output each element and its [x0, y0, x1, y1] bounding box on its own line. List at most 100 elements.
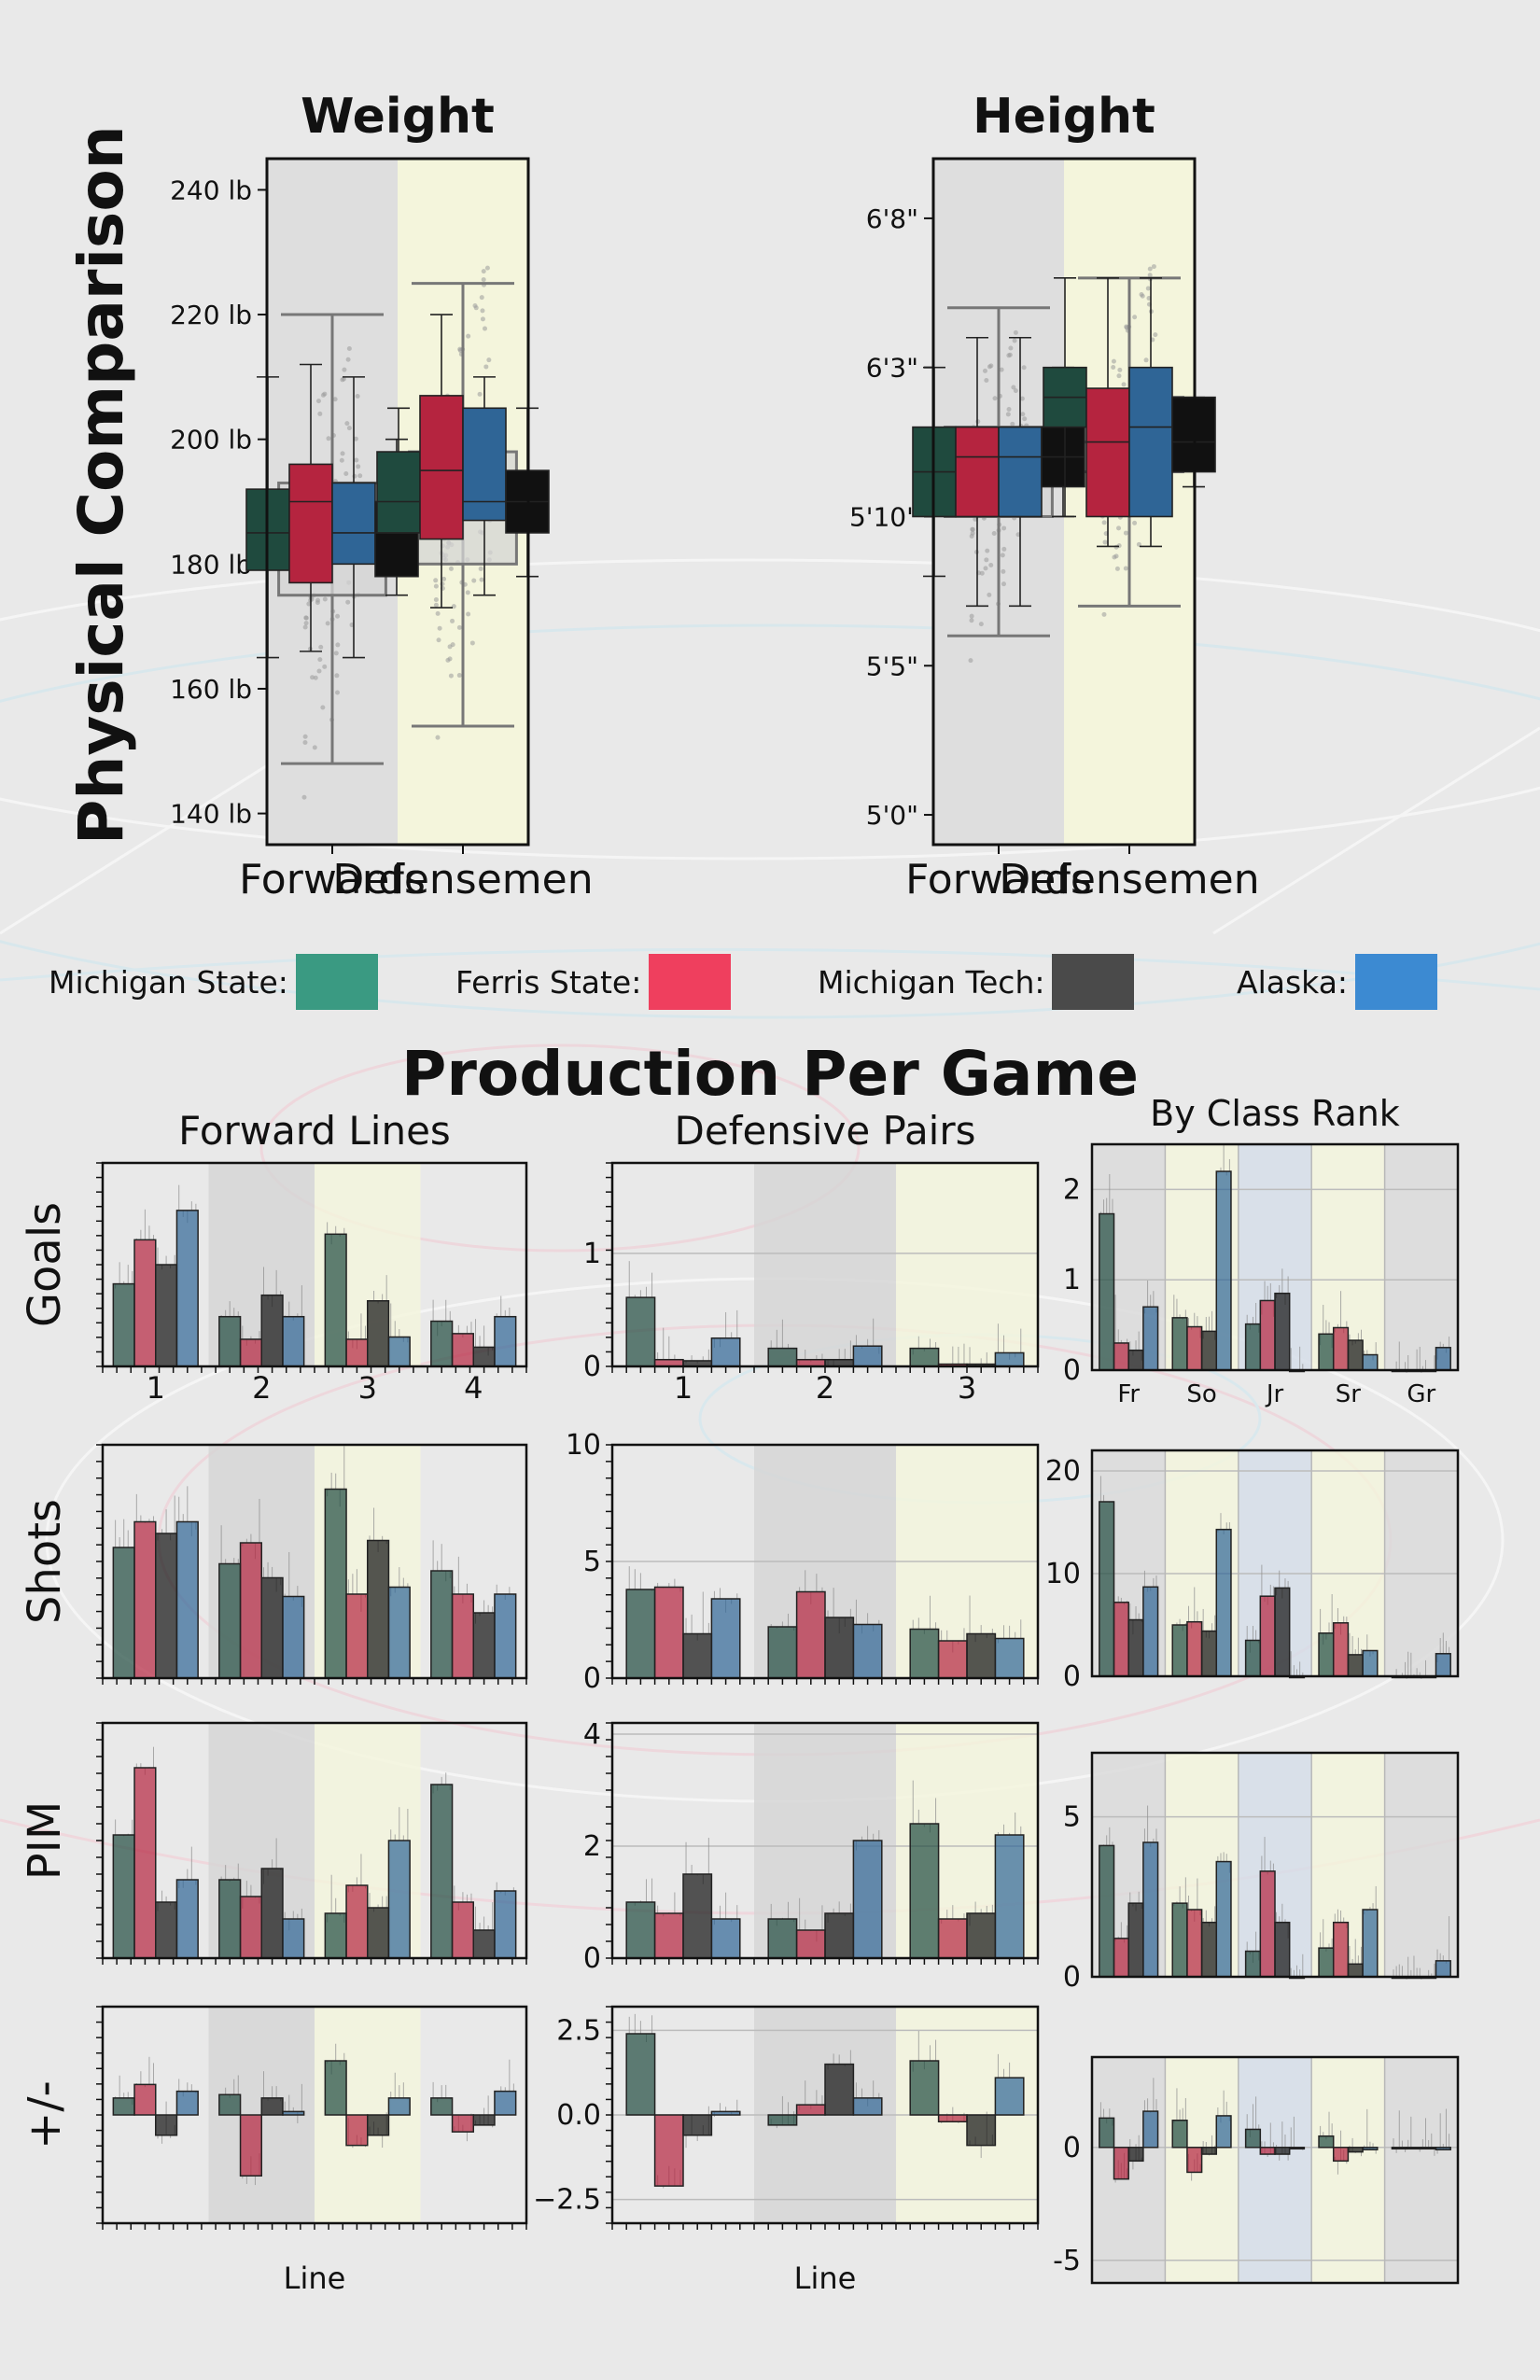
player-point [451, 604, 456, 609]
bar [710, 1337, 741, 1367]
x-tick-label: Gr [1407, 1380, 1435, 1408]
player-point [1006, 353, 1012, 358]
bar [260, 1868, 284, 1959]
bar [472, 2114, 496, 2126]
y-tick-label: 0 [1063, 1660, 1081, 1693]
bar [625, 1901, 656, 1959]
player-point [1010, 421, 1015, 427]
legend-ferris-state: Ferris State: [455, 954, 732, 1010]
bar [966, 1632, 997, 1679]
bar [133, 1239, 157, 1367]
player-point [1116, 525, 1122, 531]
y-tick-label: 4 [583, 1718, 601, 1751]
bar [653, 1912, 684, 1959]
bar [909, 1823, 940, 1959]
player-point [457, 347, 463, 353]
bar [1186, 1909, 1203, 1978]
bar [218, 2093, 242, 2116]
bar [239, 1542, 262, 1679]
category-band [1384, 2057, 1458, 2283]
bar [430, 2097, 454, 2116]
x-tick-label: Sr [1336, 1380, 1362, 1408]
bar [767, 1347, 798, 1367]
bar [1332, 1326, 1350, 1371]
plot-frame [265, 157, 530, 847]
bar-chart-cr-pim: 05 [1063, 1751, 1460, 1994]
player-point [315, 399, 321, 404]
legend-michigan-tech: Michigan Tech: [818, 954, 1135, 1010]
bar [625, 1296, 656, 1367]
player-point [1136, 541, 1141, 547]
y-tick-label: 6'3" [866, 353, 918, 384]
bar [994, 2077, 1025, 2116]
bar [1332, 1921, 1350, 1978]
bar [494, 1593, 517, 1679]
bar [112, 1282, 135, 1367]
player-point [335, 613, 341, 619]
player-point [450, 618, 455, 623]
category-band [1384, 1753, 1458, 1977]
legend-label: Michigan State: [49, 963, 288, 1001]
bar-chart-cr-goals: Fr So Jr Sr Gr 0 1 2 By Class Rank [1063, 1093, 1460, 1408]
player-point [322, 391, 328, 397]
bar [430, 1784, 454, 1959]
row-label: Goals [19, 1202, 71, 1327]
bar [1099, 1212, 1115, 1371]
bar [175, 1520, 199, 1679]
bar [909, 2060, 940, 2116]
player-point [1012, 338, 1017, 343]
production-bar-charts: 1 2 3 4 Forward Lines Goals 1 2 3 0 1 Defensive Pai… [19, 1093, 1460, 2296]
y-tick-label: 5 [583, 1546, 601, 1578]
bar [682, 1873, 713, 1959]
player-point [354, 457, 359, 463]
bar [345, 1884, 369, 1959]
player-point [988, 363, 994, 369]
bar [1362, 1353, 1379, 1371]
player-point [1121, 382, 1127, 387]
bar [1099, 1844, 1115, 1978]
bar [1435, 1653, 1451, 1677]
bar [345, 2114, 369, 2147]
x-tick-label: Forwards [905, 856, 1092, 903]
x-tick-label: 3 [358, 1370, 377, 1406]
player-point [356, 464, 361, 469]
bar [1362, 2147, 1379, 2150]
bar [1186, 2147, 1203, 2174]
player-point [988, 562, 994, 567]
player-point [482, 326, 487, 331]
x-tick-label: 1 [674, 1370, 693, 1406]
y-tick-label: 6'8" [866, 203, 918, 234]
legend-label: Alaska: [1237, 963, 1349, 1001]
player-point [433, 578, 439, 583]
bar [367, 1907, 390, 1959]
bar [367, 2114, 390, 2136]
player-point [340, 377, 345, 383]
bar [451, 1593, 474, 1679]
x-tick-label: 4 [464, 1370, 483, 1406]
bar [1318, 1333, 1335, 1371]
player-point [357, 473, 363, 479]
bar [1332, 1622, 1350, 1677]
player-point [302, 624, 308, 630]
player-point [978, 622, 984, 627]
bar [1259, 1595, 1276, 1677]
bar [994, 1637, 1025, 1679]
player-point [433, 583, 439, 589]
player-point [339, 457, 344, 463]
player-point [1019, 396, 1025, 401]
player-point [1001, 525, 1007, 531]
player-point [320, 705, 326, 710]
bar [795, 1929, 826, 1959]
bar [1347, 1654, 1364, 1677]
bar [1200, 1330, 1218, 1371]
bar [282, 2110, 305, 2116]
player-point [466, 611, 471, 617]
player-point [312, 745, 317, 750]
y-tick-label: 160 lb [170, 674, 252, 705]
bar [1318, 1947, 1335, 1978]
bar [239, 2114, 262, 2177]
bar-chart-fw-goals: 1 2 3 4 Forward Lines Goals [19, 1108, 528, 1406]
x-tick-label: 1 [147, 1370, 165, 1406]
player-point [1145, 286, 1151, 291]
bar [682, 2114, 713, 2136]
